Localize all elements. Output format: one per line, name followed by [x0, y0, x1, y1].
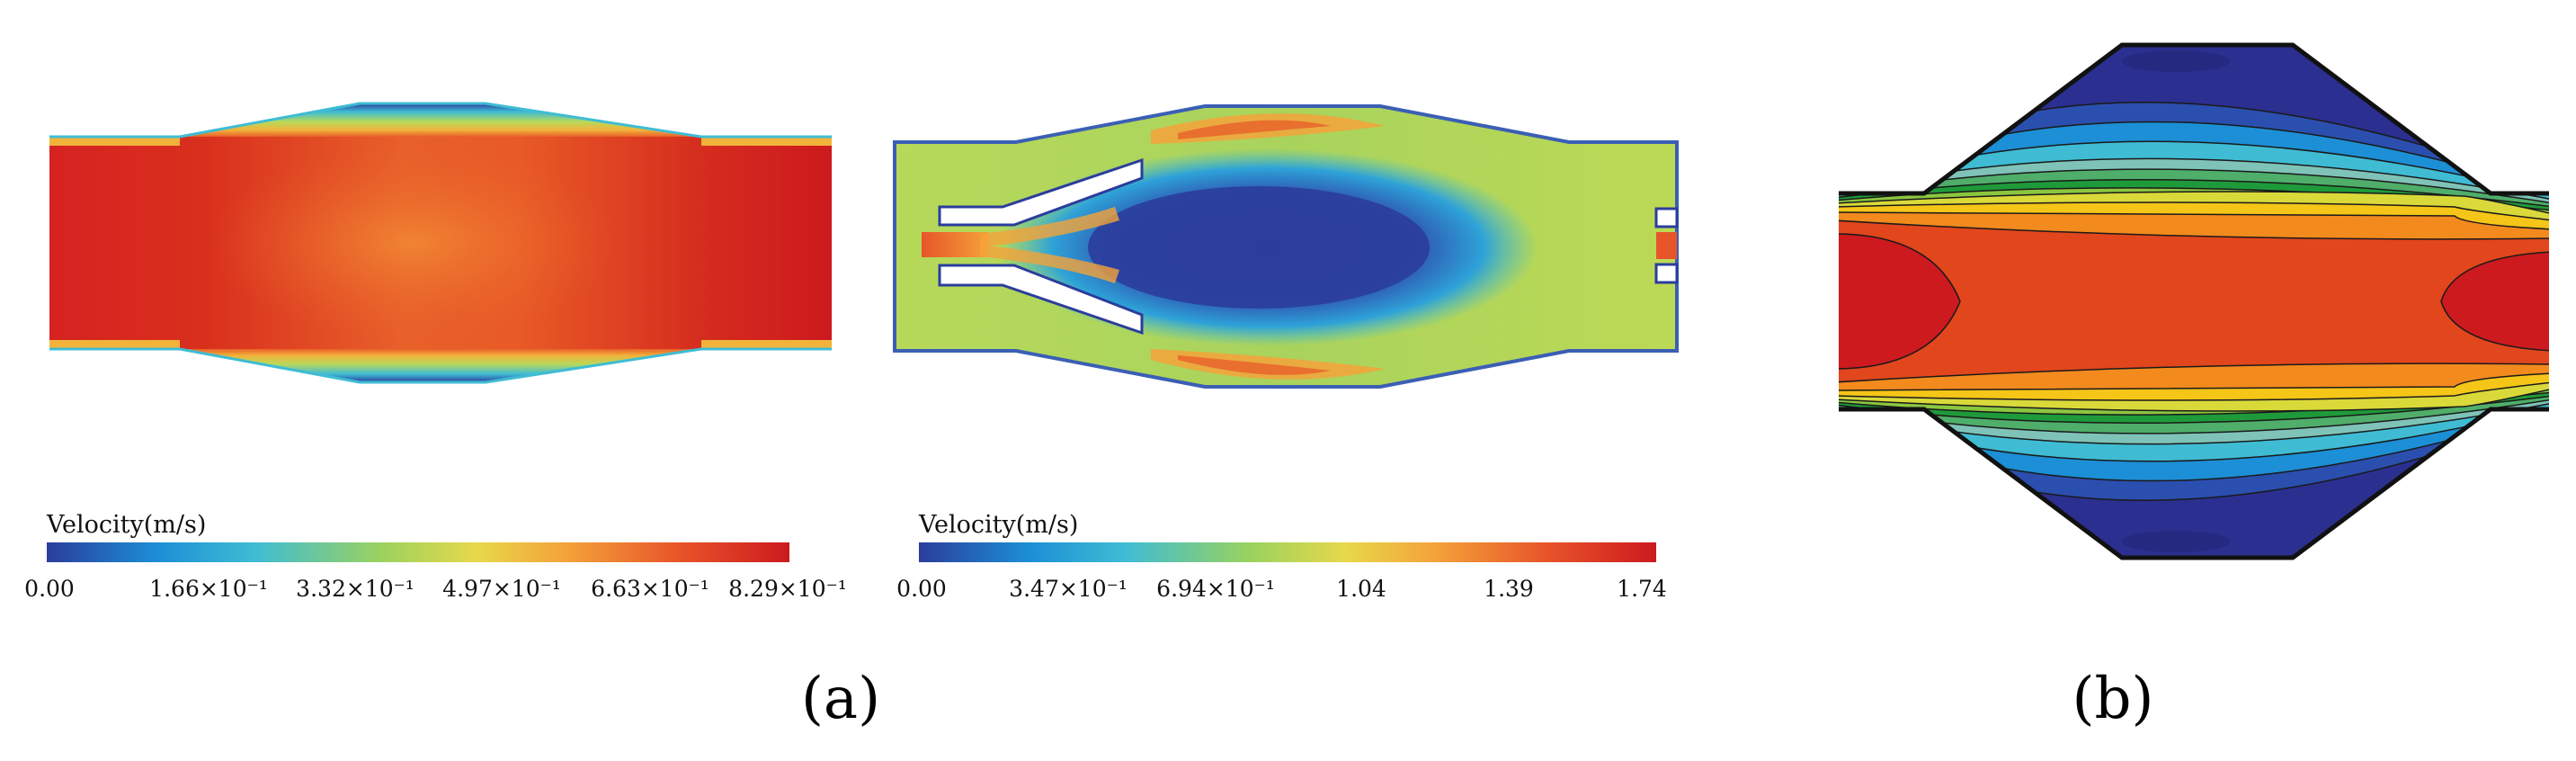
colorbar-tick: 3.47×10⁻¹ [1009, 576, 1128, 602]
velocity-field-straight [36, 90, 845, 396]
colorbar-title: Velocity(m/s) [919, 511, 1079, 539]
colorbar-title: Velocity(m/s) [47, 511, 207, 539]
colorbar-tick: 8.29×10⁻¹ [728, 576, 847, 602]
panel-label-a: (a) [800, 666, 881, 732]
contour-plot-hexagonal-chamber [1834, 36, 2554, 567]
colorbar-tick: 1.74 [1617, 576, 1667, 602]
panel-label-b: (b) [2072, 666, 2154, 732]
colorbar-tick: 0.00 [896, 576, 947, 602]
colorbar-tick: 4.97×10⁻¹ [442, 576, 561, 602]
colorbar-tick: 3.32×10⁻¹ [296, 576, 414, 602]
velocity-field-with-insert [881, 90, 1690, 396]
colorbar-tick: 1.66×10⁻¹ [149, 576, 268, 602]
colorbar-tick: 1.39 [1484, 576, 1534, 602]
colorbar-tick: 6.63×10⁻¹ [591, 576, 709, 602]
colorbar-gradient [919, 542, 1656, 562]
colorbar-tick: 1.04 [1336, 576, 1386, 602]
colorbar-tick: 6.94×10⁻¹ [1156, 576, 1275, 602]
colorbar-tick: 0.00 [24, 576, 75, 602]
colorbar-gradient [47, 542, 789, 562]
